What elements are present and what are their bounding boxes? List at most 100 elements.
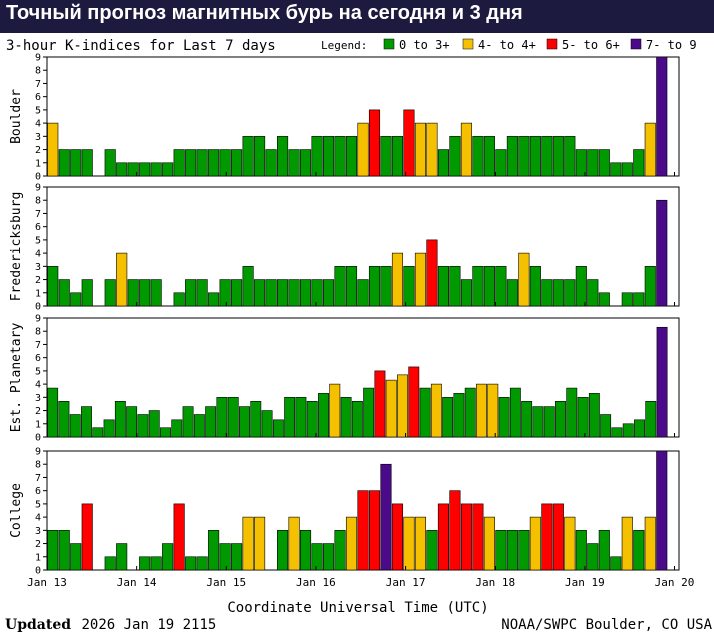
kindex-bar [150,556,162,571]
y-tick-label: 4 [35,380,41,391]
kindex-bar [208,292,220,307]
panel-est-planetary: 0 1 2 3 4 5 6 7 8 9 Est. Planetary [9,314,680,444]
kindex-bar [345,266,358,307]
kindex-bar [449,490,461,571]
kindex-bar [357,490,369,571]
kindex-bar [403,516,415,571]
kindex-bar [506,530,518,571]
kindex-bar [442,397,454,438]
kindex-bar [104,556,116,571]
kindex-bar [127,279,139,307]
legend-swatch [383,38,395,50]
y-tick-label: 8 [35,196,41,207]
kindex-bar [437,266,449,307]
kindex-bar [472,266,484,307]
kindex-bar [242,516,254,571]
y-tick-label: 0 [35,433,41,444]
x-tick-label: Jan 19 [565,576,605,589]
legend-item-label: 5- to 6+ [562,38,620,52]
kindex-bar [529,136,541,177]
kindex-bar [656,199,668,307]
kindex-bar [81,279,93,307]
y-tick-label: 9 [35,183,41,194]
kindex-bar [391,136,404,177]
kindex-bar [600,414,612,438]
kindex-bar [414,516,426,571]
kindex-bar [208,149,220,177]
kindex-bar [311,136,323,177]
panel-label: Fredericksburg [9,192,24,302]
kindex-bar [162,543,174,571]
kindex-bar [541,503,553,571]
y-tick-label: 3 [35,132,41,143]
kindex-bar [587,543,599,571]
kindex-bar [185,556,197,571]
kindex-bar [231,149,243,177]
kindex-bar [70,292,82,307]
y-tick-label: 0 [35,566,41,577]
kindex-bar [182,406,194,438]
y-tick-label: 7 [35,340,41,351]
legend-title: Legend: [321,39,367,52]
kindex-bar [116,252,128,307]
kindex-bar [449,136,461,177]
y-tick-label: 2 [35,275,41,286]
kindex-bar [193,414,205,438]
y-tick-label: 1 [35,288,41,299]
kindex-bar [171,419,183,438]
kindex-bar [564,279,576,307]
kindex-bar [552,136,564,177]
kindex-bar [476,383,487,438]
kindex-bar [380,266,392,307]
kindex-bar [196,279,208,307]
kindex-bar [587,149,599,177]
kindex-bar [351,400,363,438]
chart-title: 3-hour K-indices for Last 7 days [6,38,276,54]
legend-swatch [462,38,474,50]
kindex-bar [414,122,426,177]
kindex-bar [357,279,369,307]
kindex-bar [239,406,250,438]
kindex-bar [645,400,657,438]
kindex-bar [345,136,358,177]
y-tick-label: 7 [35,79,41,90]
kindex-bar [621,162,633,177]
kindex-bar [419,387,431,438]
legend-item-label: 4- to 4+ [478,38,536,52]
y-tick-label: 9 [35,53,41,64]
kindex-bar [518,530,530,571]
kindex-bar [148,410,160,438]
kindex-bar [58,149,70,177]
kindex-bar [104,279,116,307]
kindex-bar [81,503,93,571]
kindex-bar [437,503,449,571]
kindex-bar [529,516,541,571]
kindex-bar [242,136,254,177]
y-tick-label: 9 [35,447,41,458]
kindex-bar [611,427,623,438]
kindex-bar [408,366,420,438]
kindex-bar [575,149,587,177]
kindex-bar [173,503,185,571]
kindex-bar [104,149,116,177]
kindex-bar [311,279,323,307]
page-title: Точный прогноз магнитных бурь на сегодня… [6,2,523,24]
kindex-bar [644,266,656,307]
y-tick-label: 1 [35,419,41,430]
kindex-bar [622,423,634,438]
kindex-bar [483,266,495,307]
kindex-bar [318,393,329,438]
kindex-bar [116,162,128,177]
kindex-bar [552,503,564,571]
kindex-bar [242,266,254,307]
y-tick-label: 5 [35,105,41,116]
kindex-bar [368,490,381,571]
kindex-bar [495,530,507,571]
kindex-bar [47,530,59,571]
panel-label: College [9,483,24,538]
kindex-bar [610,556,622,571]
kindex-bar [92,427,104,438]
kindex-bar [47,266,59,307]
kindex-bar [139,279,151,307]
y-tick-label: 4 [35,119,41,130]
